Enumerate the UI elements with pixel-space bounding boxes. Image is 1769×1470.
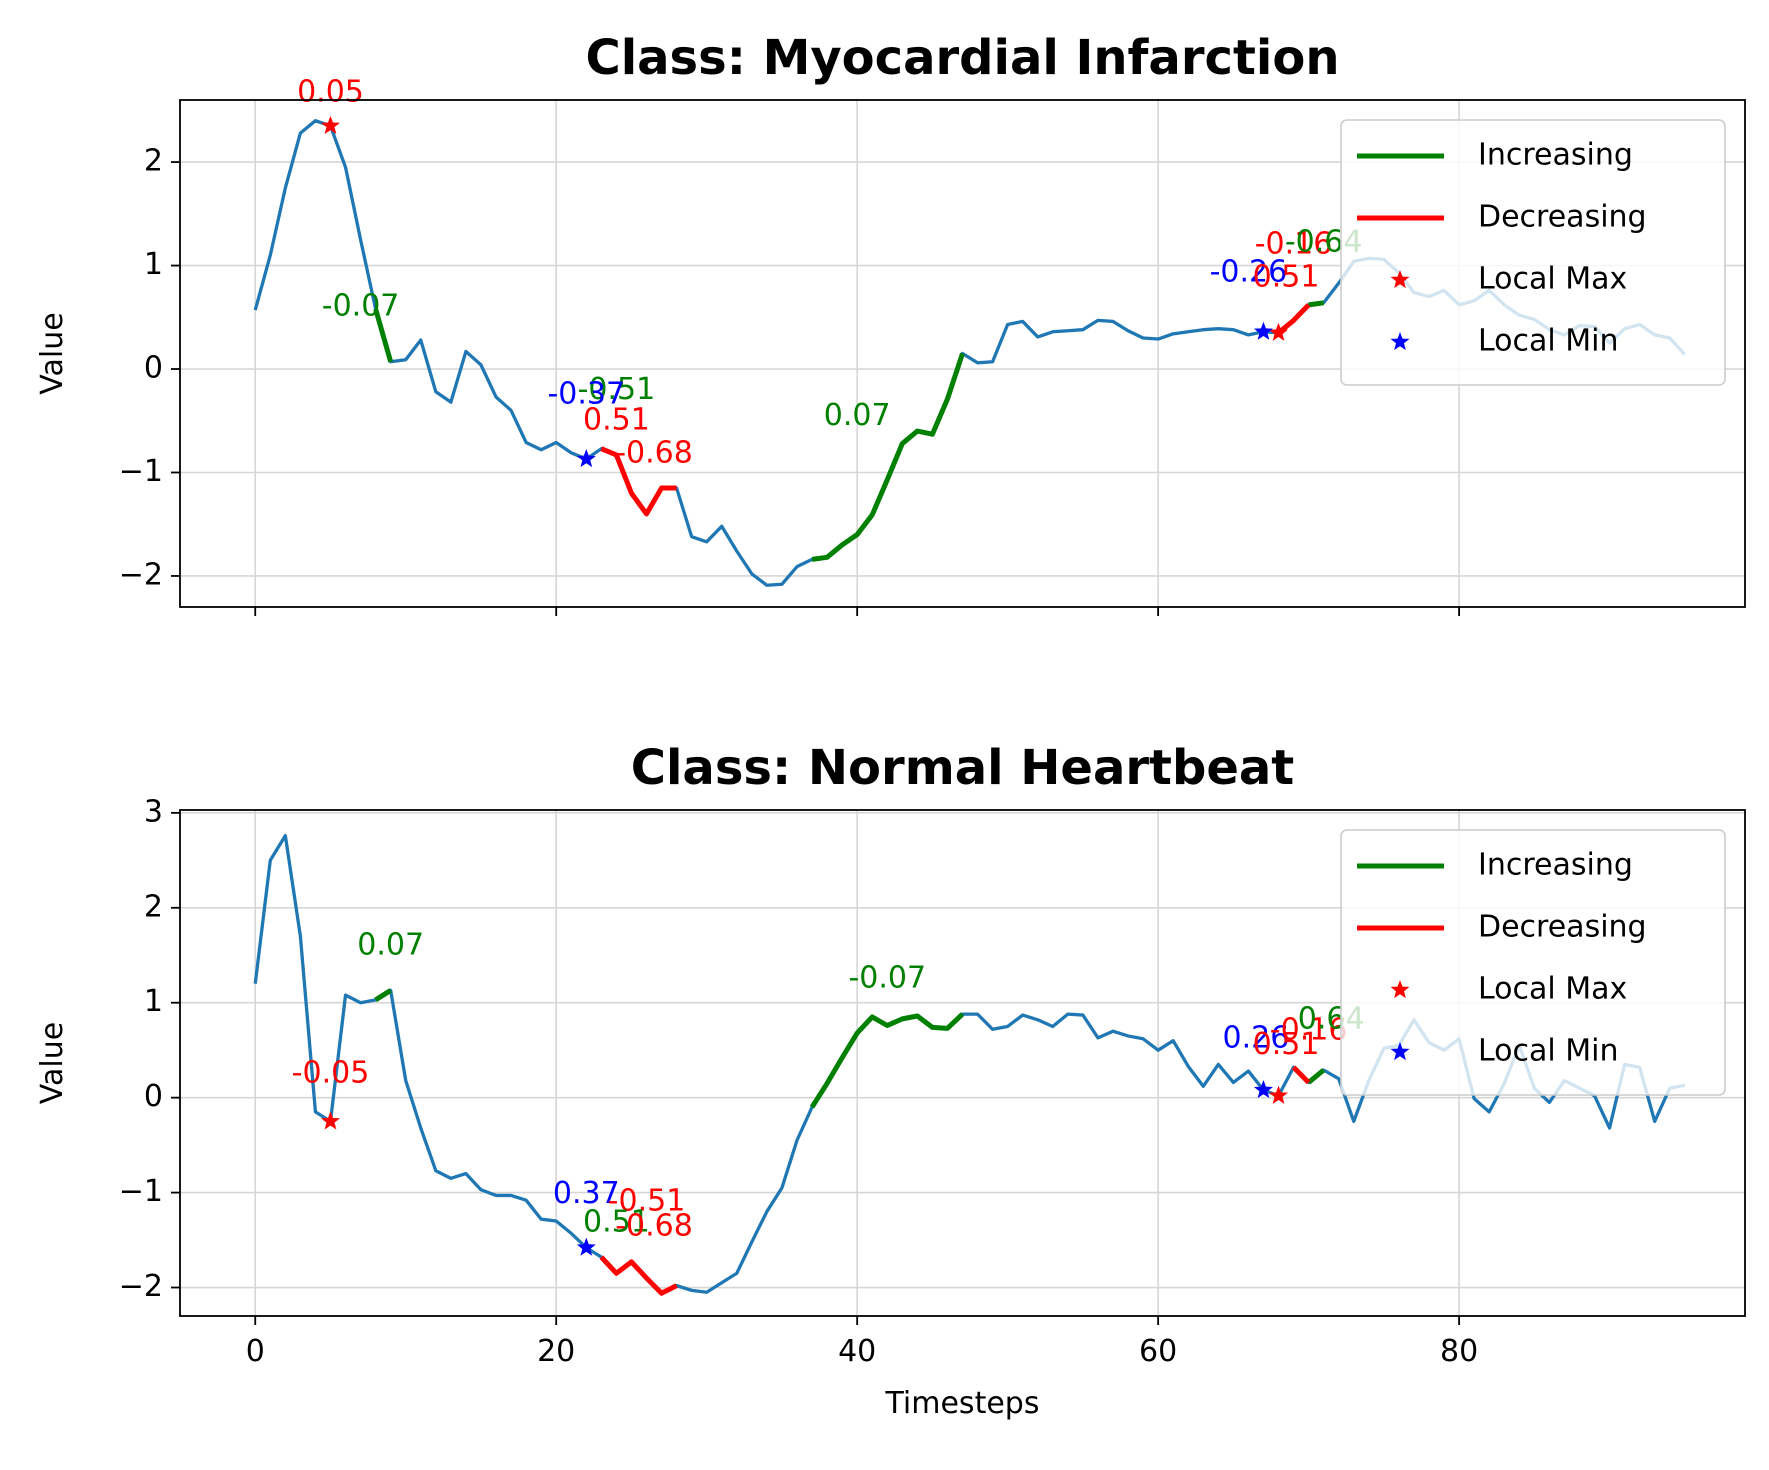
series-increasing-line — [373, 308, 394, 363]
y-tick-label: 3 — [144, 794, 163, 829]
y-tick-label: −2 — [119, 1269, 163, 1304]
y-tick-label: −1 — [119, 454, 163, 489]
local-min-marker — [576, 449, 596, 468]
annotation-label: 0.51 — [583, 1204, 650, 1239]
annotation-label: -0.37 — [547, 376, 625, 411]
annotation-label: -0.68 — [615, 435, 693, 470]
series-increasing-line — [811, 352, 965, 562]
y-tick-label: 0 — [144, 351, 163, 386]
legend-swatch-star — [1390, 332, 1410, 351]
legend-swatch-star — [1390, 980, 1410, 999]
x-tick-label: 60 — [1139, 1334, 1177, 1369]
y-tick-label: 1 — [144, 247, 163, 282]
y-axis-label: Value — [35, 312, 70, 394]
chart-panel-2: 0.07-0.05-0.070.37-0.510.51-0.680.260.51… — [35, 740, 1746, 1421]
local-max-marker — [320, 115, 340, 134]
y-axis-label: Value — [35, 1022, 70, 1104]
annotation-label: 0.07 — [824, 398, 891, 433]
series-increasing-line — [1308, 300, 1324, 308]
annotation-label: 0.51 — [1253, 259, 1320, 294]
y-tick-label: −2 — [119, 557, 163, 592]
chart-panel-1: 0.05-0.07-0.51-0.370.51-0.680.07-0.260.5… — [35, 30, 1746, 616]
legend-label: Local Max — [1478, 972, 1627, 1007]
legend-label: Local Min — [1478, 1034, 1619, 1069]
y-tick-label: 1 — [144, 984, 163, 1019]
x-tick-label: 20 — [537, 1334, 575, 1369]
legend-box — [1340, 119, 1726, 386]
legend-swatch-star — [1390, 270, 1410, 289]
series-decreasing-line — [600, 446, 677, 517]
local-min-marker — [1253, 1080, 1273, 1099]
x-tick-label: 80 — [1440, 1334, 1478, 1369]
y-tick-label: 2 — [144, 144, 163, 179]
legend-label: Decreasing — [1478, 910, 1647, 945]
annotation-label: 0.51 — [1253, 1027, 1320, 1062]
annotation-label: -0.07 — [848, 960, 926, 995]
series-decreasing-line — [1276, 303, 1311, 335]
legend: Increasing Decreasing Local Max Local Min — [1340, 829, 1726, 1096]
legend-label: Increasing — [1478, 848, 1633, 883]
chart-title: Class: Normal Heartbeat — [631, 740, 1295, 796]
y-tick-label: 2 — [144, 889, 163, 924]
legend-box — [1340, 829, 1726, 1096]
series-decreasing-line — [1291, 1065, 1311, 1085]
legend-label: Decreasing — [1478, 200, 1647, 235]
annotation-label: 0.07 — [357, 927, 424, 962]
legend-label: Local Max — [1478, 262, 1627, 297]
annotation-label: -0.51 — [608, 1184, 686, 1219]
y-tick-label: −1 — [119, 1174, 163, 1209]
annotation-label: -0.16 — [1255, 226, 1333, 261]
x-tick-label: 0 — [246, 1334, 265, 1369]
chart-title: Class: Myocardial Infarction — [585, 30, 1339, 86]
legend-label: Local Min — [1478, 324, 1619, 359]
legend-swatch-star — [1390, 1042, 1410, 1061]
local-min-marker — [1253, 321, 1273, 340]
x-tick-label: 40 — [838, 1334, 876, 1369]
legend-label: Increasing — [1478, 138, 1633, 173]
x-axis-label: Timesteps — [885, 1386, 1040, 1421]
annotation-label: 0.51 — [583, 402, 650, 437]
series-increasing-line — [1307, 1068, 1326, 1085]
y-tick-label: 0 — [144, 1079, 163, 1114]
annotation-label: -0.26 — [1210, 254, 1288, 289]
annotation-label: -0.16 — [1270, 1013, 1348, 1048]
annotation-label: -0.51 — [578, 372, 656, 407]
local-max-marker — [1269, 1085, 1289, 1104]
local-min-marker — [576, 1237, 596, 1256]
axes-frame — [179, 809, 1746, 1317]
axes-frame — [179, 99, 1746, 608]
legend: Increasing Decreasing Local Max Local Min — [1340, 119, 1726, 386]
local-max-marker — [320, 1111, 340, 1130]
annotation-label: 0.37 — [553, 1176, 620, 1211]
annotation-label: 0.26 — [1223, 1020, 1290, 1055]
series-increasing-line — [809, 1012, 965, 1109]
series-increasing-line — [374, 988, 393, 1002]
annotation-label: -0.68 — [615, 1208, 693, 1243]
local-max-marker — [1269, 322, 1289, 341]
annotation-label: -0.07 — [322, 288, 400, 323]
annotation-label: 0.05 — [297, 74, 364, 109]
series-decreasing-line — [599, 1255, 678, 1296]
annotation-label: -0.05 — [292, 1055, 370, 1090]
